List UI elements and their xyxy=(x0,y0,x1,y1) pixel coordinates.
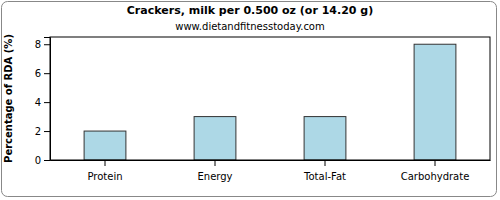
bar xyxy=(304,117,346,160)
y-tick-mark xyxy=(44,160,50,161)
y-tick: 8 xyxy=(35,39,50,50)
bar xyxy=(414,44,456,160)
y-tick-label: 2 xyxy=(35,126,41,137)
x-tick-label: Carbohydrate xyxy=(401,171,470,182)
y-tick-label: 8 xyxy=(35,39,41,50)
bar xyxy=(84,131,126,160)
y-tick-label: 6 xyxy=(35,68,41,79)
y-tick-label: 0 xyxy=(35,155,41,166)
x-tick: Total-Fat xyxy=(303,160,346,182)
title: Crackers, milk per 0.500 oz (or 14.20 g) xyxy=(127,4,373,17)
y-axis: 0 2 4 6 8 xyxy=(35,38,51,166)
x-tick-mark xyxy=(435,160,436,166)
y-axis-line xyxy=(44,38,51,161)
y-tick: 6 xyxy=(35,68,50,79)
y-axis-title: Percentage of RDA (%) xyxy=(3,34,14,163)
y-tick-mark xyxy=(44,44,50,45)
y-tick: 2 xyxy=(35,126,50,137)
x-tick-mark xyxy=(105,160,106,166)
subtitle: www.dietandfitnesstoday.com xyxy=(175,21,324,32)
chart: Crackers, milk per 0.500 oz (or 14.20 g)… xyxy=(0,0,500,200)
page-frame xyxy=(2,2,497,197)
x-tick: Energy xyxy=(197,160,232,182)
y-tick-label: 4 xyxy=(35,97,41,108)
x-tick-label: Energy xyxy=(197,171,232,182)
x-tick: Protein xyxy=(87,160,122,182)
x-tick: Carbohydrate xyxy=(401,160,470,182)
y-tick-mark xyxy=(44,102,50,103)
y-tick-mark xyxy=(44,131,50,132)
y-tick: 4 xyxy=(35,97,50,108)
plot-frame xyxy=(50,37,490,160)
x-axis: Protein Energy Total-Fat Carbohydrate xyxy=(51,160,491,182)
bar xyxy=(194,117,236,160)
y-tick: 0 xyxy=(35,155,50,166)
y-tick-mark xyxy=(44,73,50,74)
bars xyxy=(84,44,456,160)
x-tick-mark xyxy=(215,160,216,166)
x-tick-label: Total-Fat xyxy=(303,171,346,182)
x-tick-label: Protein xyxy=(87,171,122,182)
x-axis-line xyxy=(51,160,491,161)
x-tick-mark xyxy=(325,160,326,166)
plot: 0 2 4 6 8 Protein Energy Total-Fat Carbohydrate xyxy=(35,37,491,182)
